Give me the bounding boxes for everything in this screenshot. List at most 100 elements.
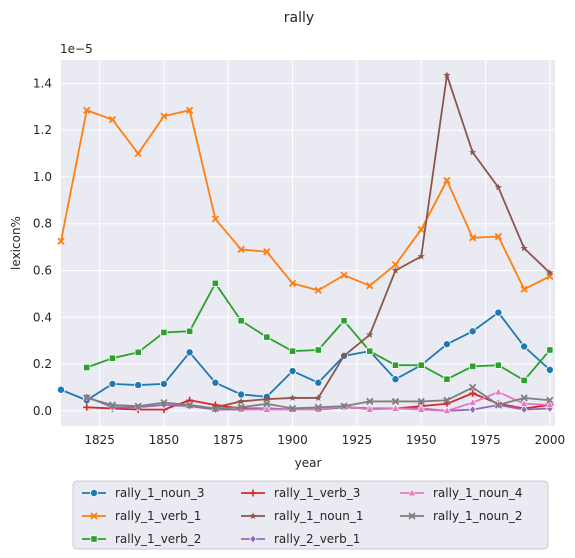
legend-marker <box>407 488 417 497</box>
y-tick-label: 0.8 <box>33 217 52 231</box>
data-point-rally-1-noun-1 <box>314 394 322 402</box>
y-tick-label: 0.0 <box>33 404 52 418</box>
x-tick-label: 1975 <box>470 433 501 447</box>
data-point-rally-1-noun-2 <box>366 397 374 406</box>
data-point-rally-1-noun-3 <box>211 378 220 387</box>
data-point-rally-1-verb-1 <box>366 282 374 290</box>
data-point-rally-1-verb-1 <box>520 285 528 293</box>
data-point-rally-1-verb-1 <box>57 237 65 245</box>
y-axis-label: lexicon% <box>9 216 23 270</box>
data-point-rally-1-verb-2 <box>366 347 374 355</box>
data-point-rally-1-noun-1 <box>494 183 503 191</box>
data-point-rally-1-verb-1 <box>263 248 271 256</box>
data-point-rally-1-noun-1 <box>237 397 245 405</box>
legend-item-rally-1-verb-2: rally_1_verb_2 <box>82 532 201 546</box>
data-point-rally-1-noun-3 <box>494 308 503 317</box>
legend-item-rally-1-noun-1: rally_1_noun_1 <box>241 509 363 523</box>
y-scale-label: 1e−5 <box>60 42 93 56</box>
series-rally-1-verb-2 <box>83 279 554 384</box>
legend-label: rally_1_noun_4 <box>433 486 522 500</box>
legend-item-rally-1-noun-3: rally_1_noun_3 <box>82 486 204 500</box>
data-point-rally-1-noun-2 <box>108 401 117 409</box>
legend: rally_1_noun_3 rally_1_verb_1 rally_1_verb… <box>72 480 549 550</box>
data-point-rally-1-noun-1 <box>340 352 348 359</box>
data-point-rally-1-noun-3 <box>134 381 143 390</box>
data-point-rally-1-verb-1 <box>391 260 400 269</box>
legend-item-rally-1-verb-1: rally_1_verb_1 <box>82 509 201 523</box>
x-tick-label: 1875 <box>213 433 244 447</box>
data-point-rally-1-verb-1 <box>237 245 245 254</box>
legend-label: rally_1_noun_1 <box>274 509 363 523</box>
data-point-rally-1-verb-1 <box>134 149 142 158</box>
y-tick-label: 0.6 <box>33 263 52 277</box>
data-point-rally-1-noun-2 <box>546 396 554 404</box>
data-point-rally-1-noun-4 <box>442 406 452 414</box>
legend-marker <box>249 489 257 497</box>
legend-item-rally-1-noun-2: rally_1_noun_2 <box>400 509 522 523</box>
data-point-rally-1-noun-2 <box>314 403 322 411</box>
data-point-rally-1-verb-2 <box>288 347 297 355</box>
data-point-rally-1-verb-2 <box>83 363 91 372</box>
data-point-rally-1-noun-3 <box>442 340 451 349</box>
y-tick-label: 0.2 <box>33 357 52 371</box>
y-tick-label: 1.4 <box>33 76 52 90</box>
x-tick-label: 1850 <box>149 433 180 447</box>
data-point-rally-2-verb-1 <box>520 405 528 414</box>
data-point-rally-1-noun-2 <box>494 401 503 409</box>
data-point-rally-1-verb-2 <box>417 361 425 369</box>
data-point-rally-1-verb-2 <box>134 348 142 356</box>
data-point-rally-1-noun-2 <box>520 394 528 402</box>
data-point-rally-1-noun-2 <box>263 400 271 408</box>
data-point-rally-1-verb-2 <box>494 361 502 369</box>
data-point-rally-1-noun-2 <box>288 404 297 413</box>
data-point-rally-1-noun-1 <box>288 394 297 402</box>
data-point-rally-1-noun-2 <box>469 383 477 392</box>
data-point-rally-1-noun-1 <box>417 252 425 260</box>
data-point-rally-1-noun-3 <box>520 342 529 351</box>
data-point-rally-1-verb-2 <box>186 327 194 335</box>
data-point-rally-1-noun-1 <box>391 266 400 274</box>
data-point-rally-1-verb-2 <box>237 317 245 325</box>
data-point-rally-1-verb-2 <box>443 375 451 383</box>
series-group <box>57 71 554 416</box>
data-point-rally-1-noun-3 <box>288 367 297 376</box>
data-point-rally-1-noun-1 <box>211 403 219 411</box>
data-point-rally-1-verb-2 <box>160 328 168 337</box>
plot-area <box>61 60 555 426</box>
series-line-rally-1-noun-3 <box>60 311 551 402</box>
data-point-rally-1-verb-2 <box>391 361 400 369</box>
data-point-rally-1-noun-4 <box>391 403 400 412</box>
data-point-rally-1-verb-2 <box>314 346 322 354</box>
data-point-rally-1-noun-3 <box>185 348 194 357</box>
data-point-rally-1-noun-1 <box>443 71 451 79</box>
data-point-rally-1-noun-3 <box>159 379 168 388</box>
data-point-rally-1-noun-1 <box>469 148 477 156</box>
legend-item-rally-1-noun-4: rally_1_noun_4 <box>400 486 522 500</box>
data-point-rally-1-verb-1 <box>443 176 451 185</box>
legend-item-rally-2-verb-1: rally_2_verb_1 <box>241 532 360 546</box>
data-point-rally-1-noun-1 <box>263 395 271 403</box>
series-line-rally-1-verb-1 <box>60 109 551 292</box>
legend-item-rally-1-verb-3: rally_1_verb_3 <box>241 486 360 500</box>
y-axis: 0.0 0.2 0.4 0.6 0.8 1.0 1.2 1.4 <box>33 76 52 417</box>
legend-label: rally_1_noun_3 <box>115 486 204 500</box>
series-rally-1-noun-2 <box>83 383 554 413</box>
legend-label: rally_1_noun_2 <box>433 509 522 523</box>
data-point-rally-1-verb-1 <box>108 115 117 124</box>
data-point-rally-1-verb-2 <box>340 317 348 325</box>
data-point-rally-1-noun-2 <box>391 397 400 406</box>
data-point-rally-1-noun-3 <box>108 379 117 388</box>
data-point-rally-1-noun-2 <box>443 396 451 404</box>
data-point-rally-1-verb-2 <box>108 354 117 362</box>
data-point-rally-1-verb-1 <box>340 271 348 279</box>
x-tick-label: 1825 <box>84 433 115 447</box>
data-point-rally-1-verb-2 <box>469 362 477 370</box>
data-point-rally-1-verb-1 <box>469 234 477 242</box>
data-point-rally-1-noun-2 <box>417 397 425 406</box>
legend-label: rally_1_verb_2 <box>115 532 201 546</box>
series-line-rally-1-noun-1 <box>215 74 551 409</box>
data-point-rally-1-noun-3 <box>468 327 477 336</box>
legend-marker <box>249 512 257 520</box>
data-point-rally-2-verb-1 <box>469 405 477 414</box>
